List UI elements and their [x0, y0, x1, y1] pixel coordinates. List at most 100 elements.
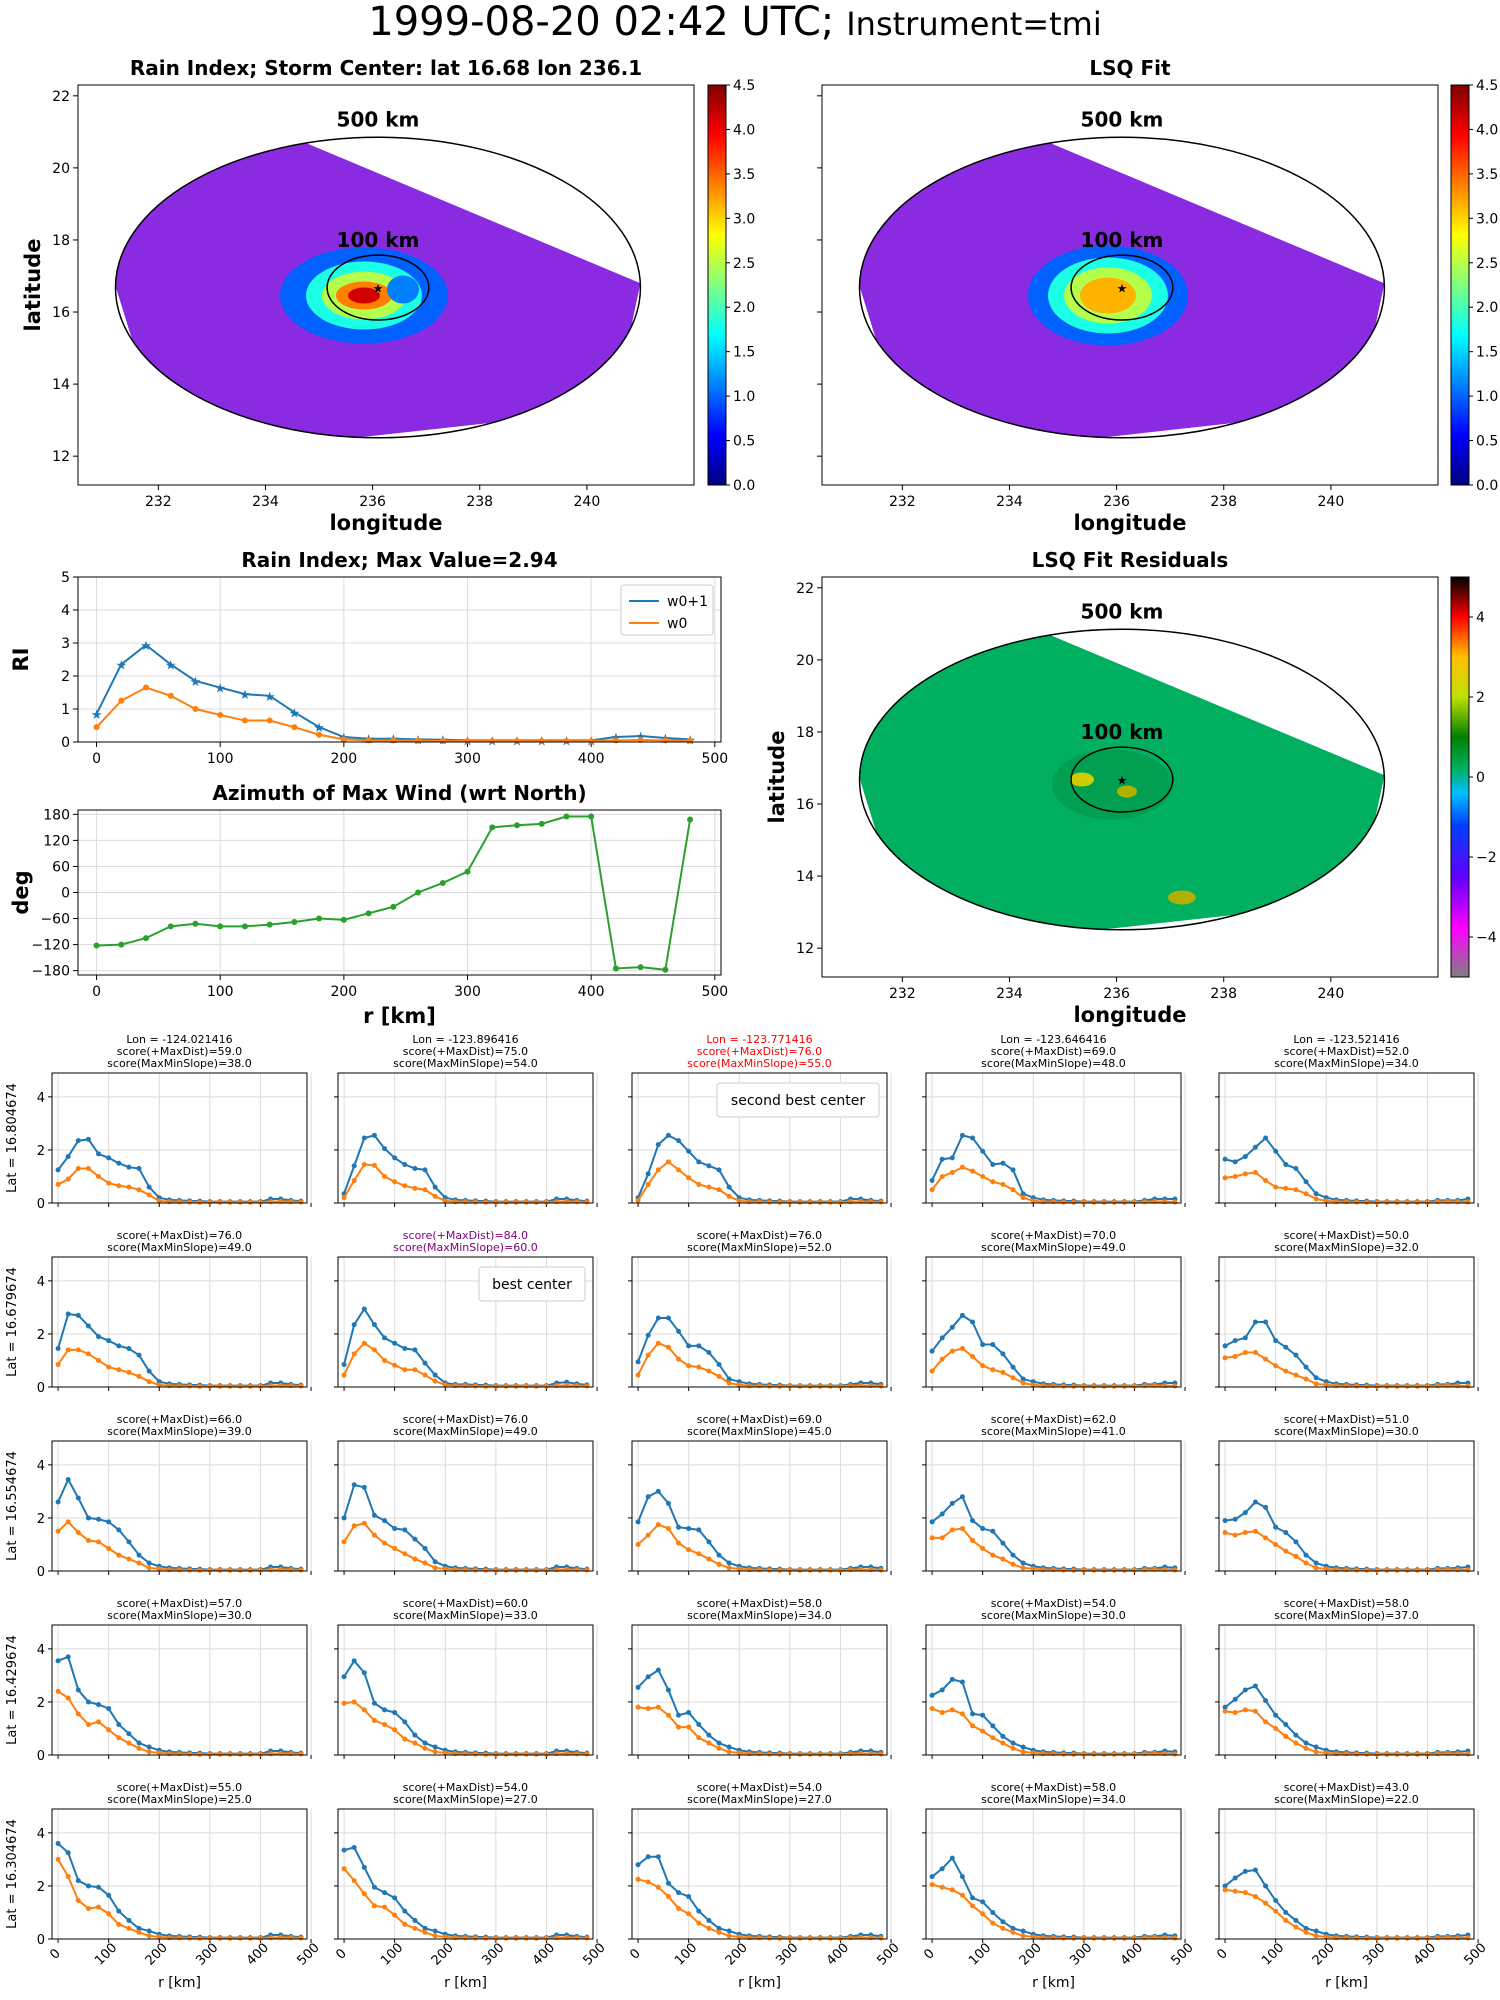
- data-point: [1263, 1719, 1269, 1725]
- data-point: [543, 1199, 549, 1205]
- data-point: [371, 1322, 377, 1328]
- y-tick-label: 2: [61, 669, 70, 685]
- data-point: [371, 1347, 377, 1353]
- data-point: [65, 1654, 71, 1660]
- data-point: [341, 1195, 347, 1201]
- data-point: [341, 1847, 347, 1853]
- panel-header-line: score(MaxMinSlope)=22.0: [1274, 1793, 1419, 1806]
- data-point: [392, 1727, 398, 1733]
- data-point: [1252, 1708, 1258, 1714]
- data-point: [1081, 1935, 1087, 1941]
- colorbar-tick-label: 2: [1476, 690, 1485, 706]
- row-label: Lat = 16.679674: [5, 1267, 20, 1377]
- data-point: [1394, 1567, 1400, 1573]
- data-point: [686, 1911, 692, 1917]
- data-point: [970, 1903, 976, 1909]
- data-point: [136, 1352, 142, 1358]
- data-point: [513, 1383, 519, 1389]
- data-point: [489, 824, 496, 831]
- colorbar-tick-label: −4: [1476, 930, 1497, 946]
- data-point: [136, 1745, 142, 1751]
- data-point: [402, 1908, 408, 1914]
- data-point: [483, 1383, 489, 1389]
- data-point: [422, 1360, 428, 1366]
- x-tick-label: 0: [921, 1946, 937, 1962]
- data-point: [1424, 1567, 1430, 1573]
- data-point: [167, 923, 174, 930]
- data-point: [1101, 1199, 1107, 1205]
- map-panel-2: 500 km 100 km ★ LSQ Fit 232 234 236 238 240 longi…: [817, 56, 1498, 535]
- data-point: [316, 731, 323, 738]
- data-point: [533, 1383, 539, 1389]
- data-point: [1172, 1199, 1178, 1205]
- data-point: [970, 1723, 976, 1729]
- figure-title: 1999-08-20 02:42 UTC; Instrument=tmi: [368, 0, 1101, 45]
- data-point: [464, 738, 471, 745]
- data-point: [1232, 1516, 1238, 1522]
- data-point: [392, 1340, 398, 1346]
- data-point: [361, 1864, 367, 1870]
- storm-center-marker: ★: [373, 282, 384, 296]
- data-point: [341, 1674, 347, 1680]
- data-point: [1424, 1751, 1430, 1757]
- data-point: [1293, 1553, 1299, 1559]
- data-point: [970, 1895, 976, 1901]
- data-point: [1222, 1704, 1228, 1710]
- y-tick-label: 4: [37, 1275, 45, 1290]
- series-line-w0: [637, 1523, 881, 1572]
- data-point: [1414, 1567, 1420, 1573]
- data-point: [1364, 1567, 1370, 1573]
- x-tick-label: 100: [966, 1940, 994, 1968]
- data-point: [533, 1751, 539, 1757]
- data-point: [65, 1850, 71, 1856]
- data-point: [1242, 1530, 1248, 1536]
- panel-header-line: score(+MaxDist)=55.0: [117, 1781, 242, 1794]
- data-point: [85, 1166, 91, 1172]
- data-point: [126, 1184, 132, 1190]
- data-point: [392, 1545, 398, 1551]
- data-point: [192, 706, 199, 712]
- y-tick-label: 14: [796, 869, 814, 885]
- colorbar-tick-label: 0.5: [1476, 434, 1498, 450]
- panel-header-line: Lon = -123.521416: [1293, 1033, 1399, 1046]
- colorbar: [1450, 84, 1470, 486]
- panel-header-line: score(+MaxDist)=51.0: [1284, 1413, 1409, 1426]
- x-tick-label: 232: [145, 494, 172, 510]
- data-point: [1313, 1928, 1319, 1934]
- data-point: [422, 1187, 428, 1193]
- data-point: [686, 1710, 692, 1716]
- data-point: [55, 1361, 61, 1367]
- y-tick-label: 180: [43, 807, 70, 823]
- data-point: [1252, 1144, 1258, 1150]
- data-point: [1081, 1199, 1087, 1205]
- series-line-w0p1: [1224, 1136, 1469, 1203]
- panel-header-line: score(+MaxDist)=58.0: [1284, 1597, 1409, 1610]
- data-point: [959, 1679, 965, 1685]
- small-axes-frame: [1218, 1624, 1475, 1756]
- data-point: [1414, 1935, 1420, 1941]
- data-point: [584, 1935, 590, 1941]
- data-point: [807, 1567, 813, 1573]
- small-axes-frame: [631, 1624, 888, 1756]
- data-point: [1232, 1888, 1238, 1894]
- panel-header-line: score(+MaxDist)=76.0: [697, 1229, 822, 1242]
- data-point: [1121, 1567, 1127, 1573]
- data-point: [1222, 1708, 1228, 1714]
- data-point: [990, 1909, 996, 1915]
- data-point: [696, 1920, 702, 1926]
- data-point: [136, 1187, 142, 1193]
- map-axes-frame: [77, 84, 695, 486]
- circle-100km: [1070, 254, 1174, 321]
- small-panel-r5c5: 0 100 200 300 400 500 score(+MaxDist)=43.0scor…: [1214, 1781, 1489, 1991]
- data-point: [959, 1892, 965, 1898]
- data-point: [351, 1523, 357, 1529]
- map-xlabel: longitude: [329, 511, 442, 535]
- data-point: [949, 1676, 955, 1682]
- rain-core-3: [1079, 277, 1136, 314]
- data-point: [686, 1148, 692, 1154]
- y-tick-label: 2: [37, 1328, 45, 1343]
- data-point: [767, 1935, 773, 1941]
- data-point: [298, 1751, 304, 1757]
- data-point: [493, 1199, 499, 1205]
- data-point: [706, 1925, 712, 1931]
